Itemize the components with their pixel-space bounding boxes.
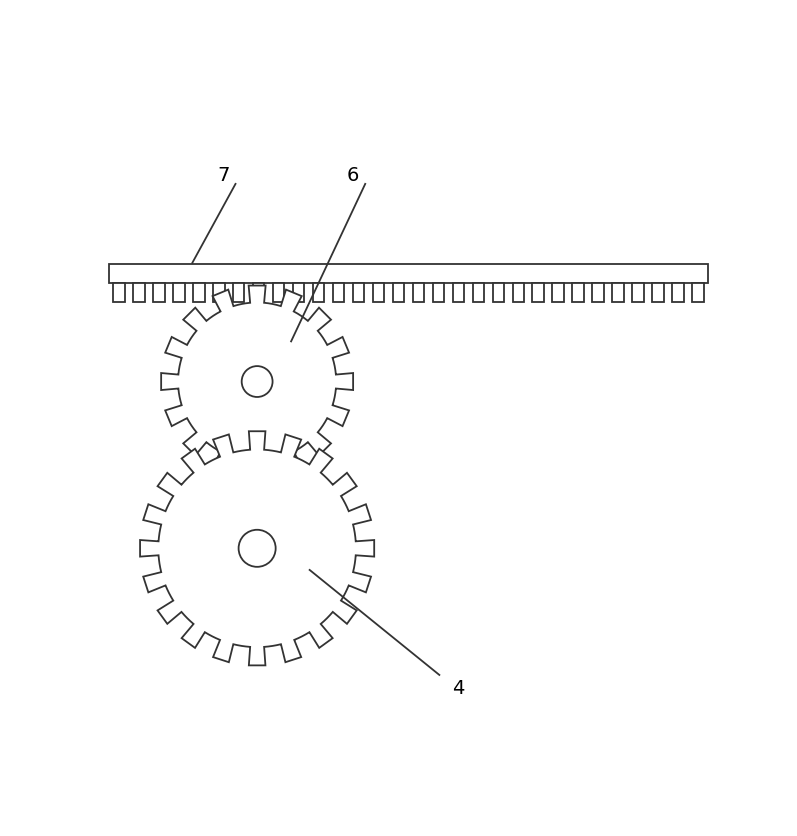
Bar [572, 283, 584, 303]
Bar [233, 283, 245, 303]
Text: 6: 6 [347, 166, 359, 185]
Text: 7: 7 [217, 166, 230, 185]
Bar [632, 283, 644, 303]
Polygon shape [140, 431, 375, 665]
Text: 4: 4 [452, 678, 464, 697]
Bar [673, 283, 684, 303]
Bar [473, 283, 484, 303]
Bar [612, 283, 624, 303]
Bar [532, 283, 544, 303]
Bar [353, 283, 364, 303]
Bar [493, 283, 505, 303]
Bar [312, 283, 324, 303]
Bar [413, 283, 424, 303]
Bar [292, 283, 304, 303]
Bar [393, 283, 404, 303]
Bar [552, 283, 564, 303]
Bar [333, 283, 344, 303]
Circle shape [238, 530, 276, 567]
Bar [592, 283, 604, 303]
Bar [433, 283, 444, 303]
Bar [512, 283, 524, 303]
Bar [253, 283, 265, 303]
Bar [652, 283, 664, 303]
Bar [133, 283, 144, 303]
Bar [213, 283, 225, 303]
Bar [693, 283, 704, 303]
Bar [273, 283, 285, 303]
Bar [109, 265, 708, 283]
Bar [113, 283, 124, 303]
Circle shape [241, 367, 273, 397]
Bar [173, 283, 185, 303]
Bar [453, 283, 464, 303]
Bar [153, 283, 165, 303]
Bar [193, 283, 205, 303]
Polygon shape [161, 286, 353, 478]
Bar [373, 283, 384, 303]
